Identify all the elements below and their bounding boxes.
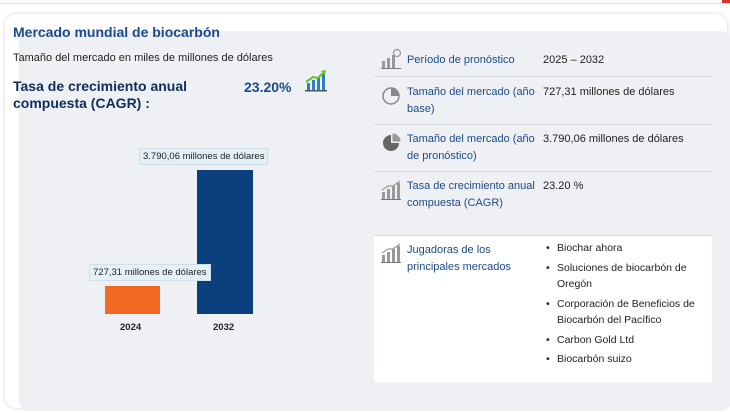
row-cagr: Tasa de crecimiento anual compuesta (CAG… <box>374 171 712 236</box>
row-base-size: Tamaño del mercado (año base) 727,31 mil… <box>374 76 712 125</box>
cagr-detail-label: Tasa de crecimiento anual compuesta (CAG… <box>407 180 535 209</box>
bar-2032 <box>197 170 253 314</box>
list-item: Biochar ahora <box>543 240 711 257</box>
base-size-value: 727,31 millones de dólares <box>543 86 675 98</box>
x-label-2032: 2032 <box>213 322 235 333</box>
market-card <box>5 14 730 411</box>
list-item: Corporación de Beneficios de Biocarbón d… <box>543 296 711 329</box>
top-divider <box>0 0 730 4</box>
forecast-period-label: Período de pronóstico <box>407 54 515 66</box>
players-label: Jugadoras de los principales mercados <box>407 244 511 273</box>
forecast-period-value: 2025 – 2032 <box>543 54 605 66</box>
bar-2024 <box>105 286 160 314</box>
players-list: Biochar ahora Soluciones de biocarbón de… <box>543 240 711 371</box>
cagr-value: 23.20% <box>244 79 292 95</box>
bar-label-2032: 3.790,06 millones de dólares <box>139 148 269 165</box>
accent-mark <box>722 0 730 3</box>
forecast-size-value: 3.790,06 millones de dólares <box>543 133 684 145</box>
players-chart-icon <box>381 243 401 263</box>
bar-label-2024: 727,31 millones de dólares <box>89 264 211 281</box>
bar-growth-icon <box>381 180 401 200</box>
market-subtitle: Tamaño del mercado en miles de millones … <box>13 52 273 64</box>
row-forecast-period: Período de pronóstico 2025 – 2032 <box>374 42 712 77</box>
cagr-label: Tasa de crecimiento anual compuesta (CAG… <box>13 78 188 111</box>
row-forecast-size: Tamaño del mercado (año de pronóstico) 3… <box>374 124 712 172</box>
market-title: Mercado mundial de biocarbón <box>13 24 220 40</box>
pie-forecast-icon <box>383 133 401 151</box>
forecast-size-label: Tamaño del mercado (año de pronóstico) <box>407 133 535 162</box>
list-item: Soluciones de biocarbón de Oregón <box>543 260 711 293</box>
pie-base-icon <box>382 87 400 105</box>
list-item: Biocarbón suizo <box>543 351 711 368</box>
list-item: Carbon Gold Ltd <box>543 332 711 349</box>
base-size-label: Tamaño del mercado (año base) <box>407 86 535 115</box>
cagr-detail-value: 23.20 % <box>543 180 584 192</box>
x-label-2024: 2024 <box>120 322 142 333</box>
row-players: Jugadoras de los principales mercados Bi… <box>374 236 712 382</box>
calendar-chart-icon <box>381 48 402 69</box>
growth-chart-icon <box>305 70 327 92</box>
